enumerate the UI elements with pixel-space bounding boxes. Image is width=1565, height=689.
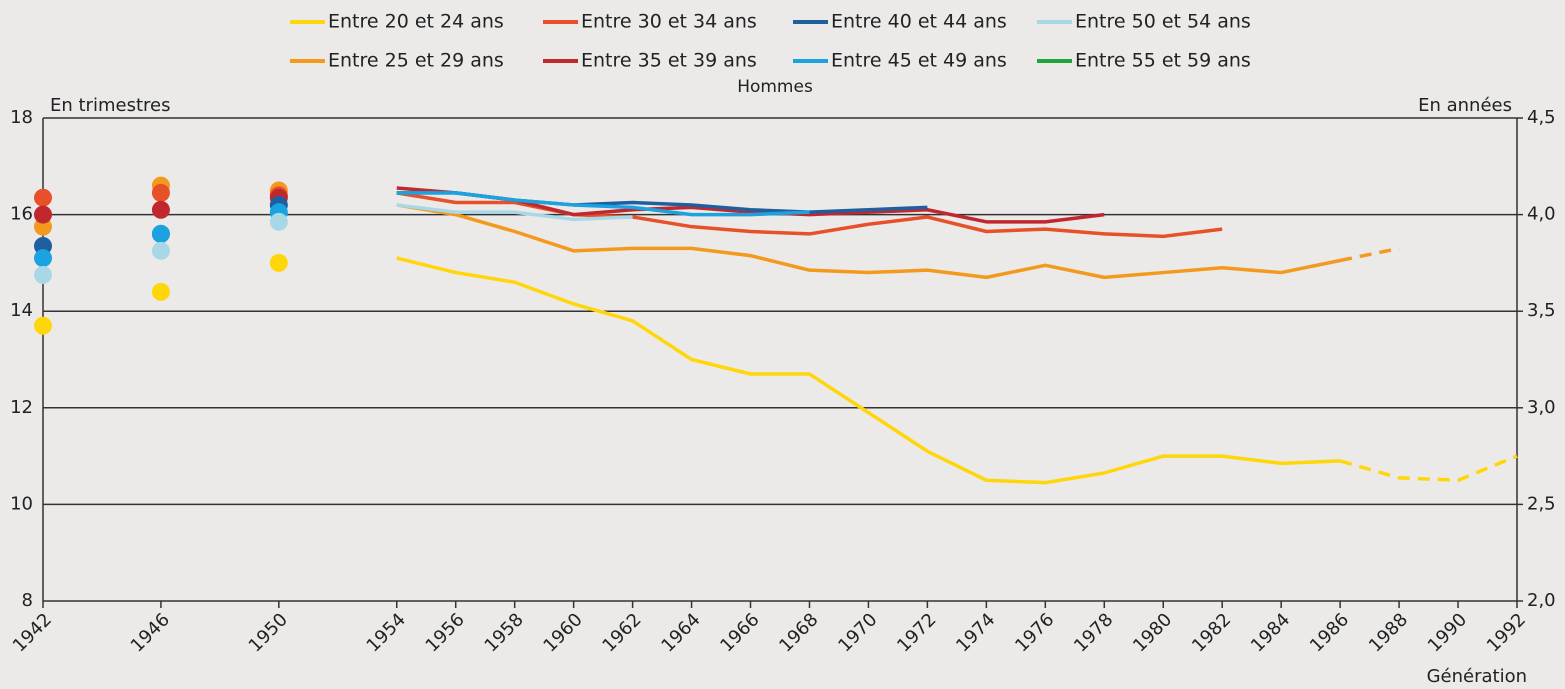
y2-tick-label: 3,0 bbox=[1527, 397, 1556, 418]
series-line bbox=[396, 203, 633, 222]
legend-label: Entre 20 et 24 ans bbox=[328, 11, 504, 33]
series-dot bbox=[151, 282, 170, 301]
y2-tick-label: 3,5 bbox=[1527, 300, 1556, 321]
series-dot bbox=[34, 188, 52, 207]
series-dot bbox=[34, 316, 52, 335]
y-tick-label: 16 bbox=[10, 204, 33, 225]
chart-subtitle: Hommes bbox=[737, 77, 813, 97]
y2-tick-label: 4,5 bbox=[1527, 107, 1556, 128]
legend-label: Entre 55 et 59 ans bbox=[1075, 50, 1251, 72]
legend-label: Entre 30 et 34 ans bbox=[581, 11, 757, 33]
series-dot bbox=[269, 212, 288, 231]
y2-axis-label: En années bbox=[1418, 95, 1512, 116]
series-dot bbox=[269, 253, 288, 272]
series-dot bbox=[151, 183, 170, 202]
series-dot bbox=[151, 200, 170, 219]
series-line bbox=[396, 203, 1341, 280]
series-line bbox=[396, 256, 1341, 485]
series-dot bbox=[151, 241, 170, 260]
legend-label: Entre 50 et 54 ans bbox=[1075, 11, 1251, 33]
x-axis-label: Génération bbox=[1427, 666, 1527, 687]
legend-label: Entre 45 et 49 ans bbox=[831, 50, 1007, 72]
y-axis-label: En trimestres bbox=[50, 95, 170, 116]
y-tick-label: 8 bbox=[22, 590, 33, 611]
legend-label: Entre 35 et 39 ans bbox=[581, 50, 757, 72]
projection-line bbox=[1339, 246, 1400, 263]
series-dot bbox=[151, 224, 170, 243]
y2-tick-label: 4,0 bbox=[1527, 204, 1556, 225]
series-dot bbox=[34, 265, 52, 284]
projection-line bbox=[1339, 454, 1518, 482]
y-tick-label: 18 bbox=[10, 107, 33, 128]
y2-tick-label: 2,5 bbox=[1527, 493, 1556, 514]
series-dot bbox=[34, 249, 52, 268]
y-tick-label: 10 bbox=[10, 493, 33, 514]
y2-tick-label: 2,0 bbox=[1527, 590, 1556, 611]
series-dot bbox=[34, 205, 52, 224]
legend-label: Entre 25 et 29 ans bbox=[328, 50, 504, 72]
y-tick-label: 14 bbox=[10, 300, 33, 321]
series-line bbox=[396, 191, 810, 217]
legend-label: Entre 40 et 44 ans bbox=[831, 11, 1007, 33]
y-tick-label: 12 bbox=[10, 397, 33, 418]
